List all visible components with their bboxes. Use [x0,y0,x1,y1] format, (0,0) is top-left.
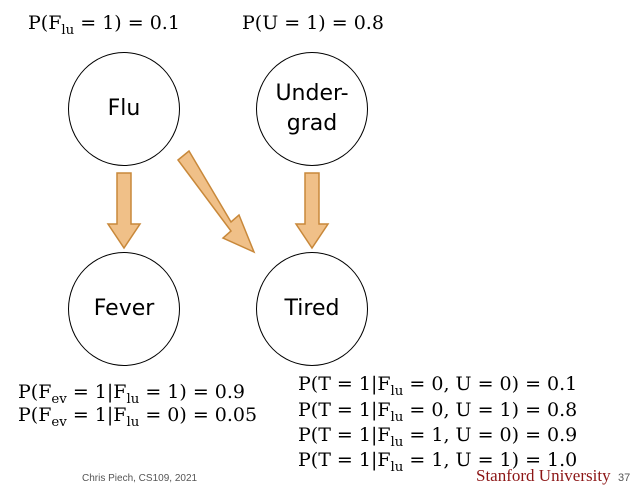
node-fever-label: Fever [93,296,155,322]
node-flu-label: Flu [107,96,141,122]
fever-cpt-row: P(Fev = 1|Flu = 0) = 0.05 [18,404,258,430]
fever-cpt-row: P(Fev = 1|Flu = 1) = 0.9 [18,381,245,407]
node-fever: Fever [68,252,180,366]
arrow-undergrad-to-tired [294,172,330,250]
arrow-flu-to-tired [176,149,256,254]
tired-cpt-row: P(T = 1|Flu = 1, U = 1) = 1.0 [298,449,578,475]
footer-credit: Chris Piech, CS109, 2021 [82,473,198,484]
node-tired: Tired [256,252,368,366]
tired-cpt-row: P(T = 1|Flu = 0, U = 0) = 0.1 [298,373,578,399]
page-number: 37 [618,472,631,484]
node-undergrad-label: Under- grad [275,81,349,136]
node-flu: Flu [68,52,180,166]
tired-cpt-row: P(T = 1|Flu = 0, U = 1) = 0.8 [298,399,578,425]
prior-undergrad-label: P(U = 1) = 0.8 [242,12,384,34]
tired-cpt-row: P(T = 1|Flu = 1, U = 0) = 0.9 [298,424,578,450]
footer-institution: Stanford University [476,466,611,485]
node-undergrad: Under- grad [256,52,368,166]
arrow-flu-to-fever [106,172,142,250]
node-tired-label: Tired [284,296,340,322]
prior-flu-label: P(Flu = 1) = 0.1 [28,12,180,38]
